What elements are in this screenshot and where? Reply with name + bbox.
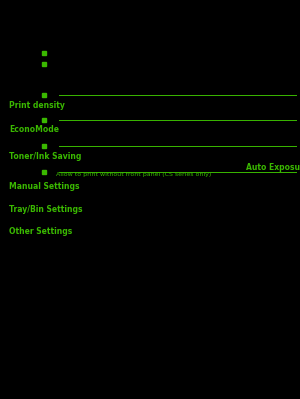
Text: EconoMode: EconoMode	[9, 125, 59, 134]
Text: Allow to print without front panel (CS series only): Allow to print without front panel (CS s…	[56, 172, 211, 177]
Text: Tray/Bin Settings: Tray/Bin Settings	[9, 205, 82, 215]
Text: Auto Exposure: Auto Exposure	[246, 163, 300, 172]
Text: Toner/Ink Saving: Toner/Ink Saving	[9, 152, 81, 161]
Text: Print density: Print density	[9, 101, 65, 110]
Text: Other Settings: Other Settings	[9, 227, 72, 237]
Text: Manual Settings: Manual Settings	[9, 182, 80, 191]
